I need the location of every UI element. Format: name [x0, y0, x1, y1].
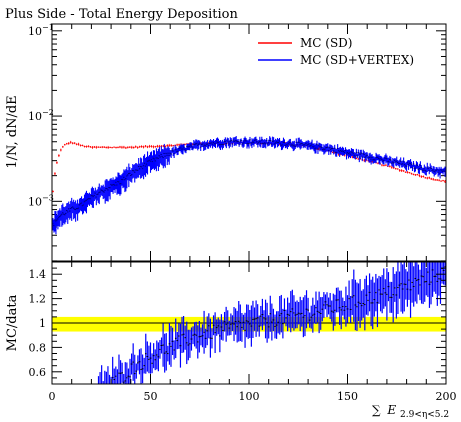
legend-label-mc-sd: MC (SD): [300, 36, 353, 50]
top-ytick-base: 10: [28, 110, 42, 123]
bottom-ytick-label: 1.2: [29, 293, 47, 306]
bottom-series: [97, 262, 447, 384]
bottom-ytick-label: 0.6: [29, 366, 47, 379]
x-label-sub: 2.9<η<5.2: [400, 410, 449, 420]
ratio-series-mc-sd-vertex: [97, 262, 447, 384]
x-label-sum: ∑: [372, 403, 381, 417]
x-tick-labels: 0 50 100 150 200: [49, 390, 457, 403]
chart-title: Plus Side - Total Energy Deposition: [5, 7, 238, 22]
top-ytick-exp: −1: [42, 23, 54, 32]
bottom-ytick-label: 1.4: [29, 268, 47, 281]
bottom-panel: 0.6 0.8 1 1.2 1.4 0 50 100 150 200 MC/data ∑ E 2…: [5, 261, 457, 420]
top-series: [52, 136, 446, 235]
top-ylabel: 1/N, dN/dE: [5, 95, 20, 168]
x-tick-label: 200: [436, 390, 457, 403]
top-ytick-base: 10: [28, 195, 42, 208]
legend: MC (SD) MC (SD+VERTEX): [258, 36, 414, 67]
top-ytick-label: 10−2: [28, 108, 54, 123]
top-ytick-label: 10−3: [28, 193, 54, 208]
x-tick-label: 50: [144, 390, 158, 403]
top-ytick-exp: −3: [42, 193, 54, 202]
top-ytick-exp: −2: [42, 108, 54, 117]
bottom-ytick-label: 1: [39, 317, 46, 330]
top-ytick-labels: 10−110−210−3: [28, 23, 54, 209]
top-panel: 10−110−210−3 1/N, dN/dE MC (SD) MC (SD+V…: [5, 23, 447, 262]
bottom-ytick-labels: 0.6 0.8 1 1.2 1.4: [29, 268, 47, 379]
top-ytick-base: 10: [28, 25, 42, 38]
bottom-ticks: [51, 261, 447, 385]
x-tick-label: 0: [49, 390, 56, 403]
x-label-var: E: [386, 403, 396, 417]
x-axis-label: ∑ E 2.9<η<5.2: [372, 403, 449, 420]
top-ytick-label: 10−1: [28, 23, 54, 38]
x-tick-label: 100: [239, 390, 260, 403]
legend-label-mc-sd-vertex: MC (SD+VERTEX): [300, 53, 414, 67]
bottom-ytick-label: 0.8: [29, 341, 47, 354]
bottom-ylabel: MC/data: [5, 294, 20, 351]
x-tick-label: 150: [337, 390, 358, 403]
top-ticks: [51, 24, 447, 262]
series-mc-sd-vertex: [52, 136, 446, 235]
